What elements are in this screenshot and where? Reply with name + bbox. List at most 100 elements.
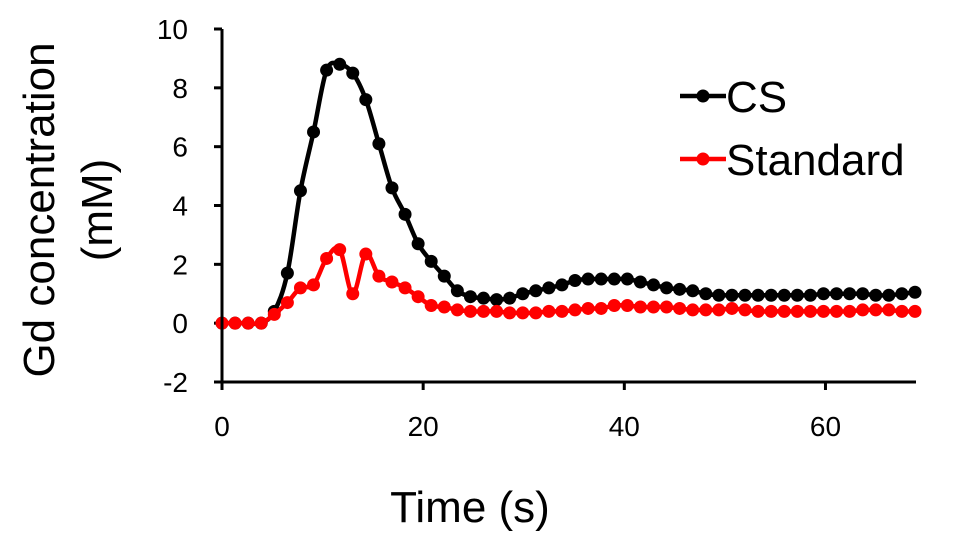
y-tick-label: 8: [172, 73, 188, 104]
data-point-cs: [411, 237, 425, 251]
data-point-cs: [633, 275, 647, 289]
data-point-standard: [568, 303, 582, 317]
data-point-standard: [751, 304, 765, 318]
data-point-cs: [843, 287, 857, 301]
data-point-cs: [463, 290, 477, 304]
data-point-standard: [490, 304, 504, 318]
data-point-cs: [856, 287, 870, 301]
data-point-standard: [725, 301, 739, 315]
data-point-standard: [411, 290, 425, 304]
data-point-standard: [385, 275, 399, 289]
data-point-standard: [463, 304, 477, 318]
data-point-cs: [490, 293, 504, 307]
data-point-cs: [777, 288, 791, 302]
y-axis-title-line-2: (mM): [73, 159, 122, 262]
y-axis-ticks: -2 0 2 4 6 8 10: [157, 14, 222, 398]
data-point-standard: [869, 303, 883, 317]
data-point-cs: [660, 281, 674, 295]
data-point-cs: [882, 288, 896, 302]
data-point-standard: [280, 296, 294, 310]
data-point-standard: [320, 251, 334, 265]
data-point-standard: [908, 304, 922, 318]
data-point-standard: [607, 299, 621, 313]
data-point-cs: [503, 291, 517, 305]
data-point-standard: [738, 303, 752, 317]
legend-item-cs: CS: [680, 73, 787, 122]
data-point-cs: [686, 284, 700, 298]
data-point-standard: [307, 278, 321, 292]
data-point-cs: [803, 288, 817, 302]
data-point-cs: [607, 272, 621, 286]
data-point-cs: [712, 288, 726, 302]
data-point-standard: [712, 303, 726, 317]
data-point-standard: [346, 287, 360, 301]
data-point-standard: [477, 304, 491, 318]
series-standard: [215, 243, 922, 330]
legend-label: Standard: [726, 136, 905, 185]
data-point-cs: [895, 287, 909, 301]
data-point-standard: [594, 301, 608, 315]
data-point-standard: [542, 304, 556, 318]
legend: CS Standard: [680, 73, 905, 185]
data-point-cs: [280, 266, 294, 280]
data-point-standard: [450, 303, 464, 317]
data-point-standard: [895, 304, 909, 318]
data-point-cs: [372, 137, 386, 151]
data-point-standard: [516, 306, 530, 320]
x-tick-label: 0: [214, 411, 230, 442]
y-tick-label: 0: [172, 308, 188, 339]
data-point-cs: [385, 181, 399, 195]
data-point-cs: [751, 288, 765, 302]
data-point-cs: [673, 282, 687, 296]
y-tick-label: 10: [157, 14, 188, 45]
data-point-standard: [267, 307, 281, 321]
legend-item-standard: Standard: [680, 136, 905, 185]
data-point-standard: [856, 303, 870, 317]
series-line-cs: [222, 60, 916, 327]
data-point-standard: [529, 306, 543, 320]
data-point-standard: [816, 304, 830, 318]
legend-swatch-marker: [696, 152, 710, 166]
data-point-cs: [738, 288, 752, 302]
data-point-standard: [882, 303, 896, 317]
data-point-cs: [529, 284, 543, 298]
data-point-cs: [699, 287, 713, 301]
data-point-cs: [908, 285, 922, 299]
data-point-standard: [293, 281, 307, 295]
data-point-cs: [568, 274, 582, 288]
data-point-standard: [790, 304, 804, 318]
data-point-cs: [450, 284, 464, 298]
legend-swatch-marker: [696, 89, 710, 103]
data-point-standard: [646, 300, 660, 314]
data-point-cs: [790, 288, 804, 302]
data-point-standard: [843, 304, 857, 318]
series-cs: [215, 57, 922, 330]
data-point-standard: [359, 247, 373, 261]
data-point-cs: [581, 272, 595, 286]
data-point-cs: [398, 207, 412, 221]
data-point-standard: [673, 301, 687, 315]
data-point-cs: [725, 288, 739, 302]
data-point-cs: [424, 254, 438, 268]
data-point-cs: [542, 281, 556, 295]
data-point-standard: [660, 300, 674, 314]
data-point-standard: [764, 304, 778, 318]
x-tick-label: 60: [810, 411, 841, 442]
data-point-standard: [424, 299, 438, 313]
series-layer: [215, 57, 922, 330]
data-point-cs: [620, 272, 634, 286]
data-point-cs: [437, 269, 451, 283]
data-point-standard: [398, 281, 412, 295]
y-tick-label: 6: [172, 132, 188, 163]
data-point-cs: [333, 57, 347, 71]
y-tick-label: 2: [172, 249, 188, 280]
data-point-cs: [830, 287, 844, 301]
data-point-cs: [346, 66, 360, 80]
data-point-cs: [477, 291, 491, 305]
data-point-standard: [633, 300, 647, 314]
data-point-standard: [581, 301, 595, 315]
data-point-standard: [228, 316, 242, 330]
data-point-cs: [320, 63, 334, 77]
data-point-cs: [555, 278, 569, 292]
y-tick-label: -2: [163, 367, 188, 398]
